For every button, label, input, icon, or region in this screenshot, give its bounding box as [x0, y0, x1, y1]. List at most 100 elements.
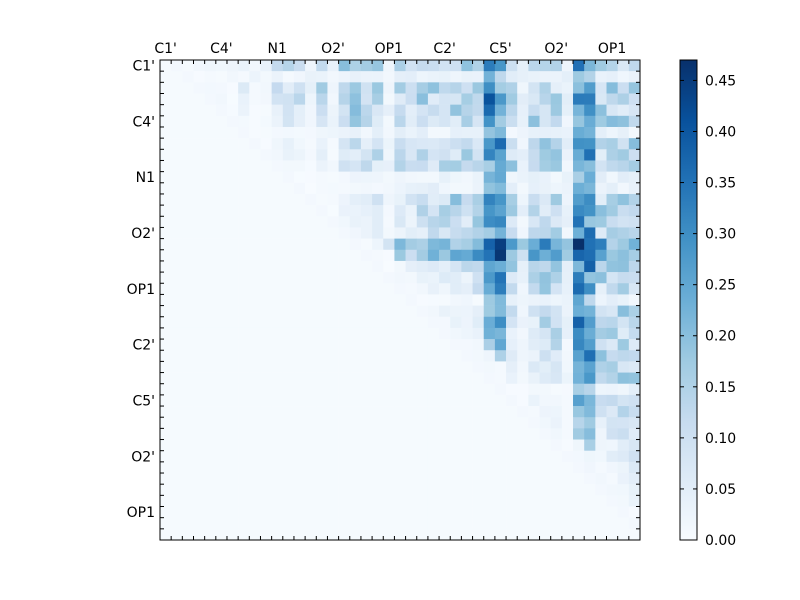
heatmap-cell — [327, 115, 339, 128]
heatmap-cell — [405, 160, 418, 172]
heatmap-cell — [238, 383, 250, 396]
heatmap-cell — [238, 82, 250, 94]
heatmap-cell — [494, 461, 507, 474]
heatmap-cell — [249, 182, 261, 195]
heatmap-cell — [539, 294, 551, 306]
heatmap-cell — [171, 305, 183, 318]
heatmap-cell — [427, 394, 440, 407]
heatmap-cell — [517, 182, 529, 195]
heatmap-cell — [226, 104, 239, 117]
heatmap-cell — [249, 238, 261, 251]
heatmap-cell — [617, 450, 630, 463]
heatmap-cell — [383, 495, 395, 507]
heatmap-cell — [517, 394, 529, 407]
heatmap-cell — [204, 138, 217, 150]
heatmap-cell — [483, 305, 496, 318]
heatmap-cell — [405, 361, 418, 373]
heatmap-cell — [360, 260, 373, 273]
heatmap-cell — [494, 283, 507, 295]
heatmap-cell — [595, 115, 607, 128]
heatmap-cell — [494, 182, 507, 195]
heatmap-cell — [293, 171, 306, 184]
heatmap-cell — [439, 528, 451, 541]
heatmap-cell — [160, 93, 172, 105]
heatmap-cell — [204, 473, 217, 485]
heatmap-cell — [383, 394, 395, 407]
heatmap-cell — [427, 372, 440, 385]
heatmap-cell — [506, 283, 518, 295]
heatmap-cell — [171, 461, 183, 474]
heatmap-cell — [160, 182, 172, 195]
heatmap-cell — [561, 394, 574, 407]
heatmap-cell — [416, 294, 429, 306]
heatmap-cell — [215, 350, 228, 362]
heatmap-cell — [628, 417, 641, 429]
heatmap-cell — [193, 193, 205, 206]
heatmap-cell — [439, 238, 451, 251]
heatmap-cell — [293, 350, 306, 362]
heatmap-cell — [383, 316, 395, 329]
heatmap-cell — [338, 160, 351, 172]
heatmap-cell — [182, 473, 194, 485]
heatmap-cell — [271, 216, 284, 228]
heatmap-cell — [573, 528, 585, 541]
heatmap-cell — [260, 104, 272, 117]
heatmap-cell — [461, 528, 473, 541]
heatmap-cell — [472, 193, 485, 206]
heatmap-cell — [416, 372, 429, 385]
heatmap-cell — [327, 428, 339, 440]
heatmap-cell — [528, 93, 540, 105]
heatmap-cell — [450, 283, 462, 295]
heatmap-cell — [416, 383, 429, 396]
heatmap-cell — [439, 372, 451, 385]
heatmap-cell — [282, 406, 295, 418]
heatmap-cell — [360, 60, 373, 72]
heatmap-cell — [416, 406, 429, 418]
heatmap-cell — [517, 473, 529, 485]
heatmap-cell — [483, 506, 496, 518]
heatmap-cell — [305, 394, 317, 407]
heatmap-cell — [483, 316, 496, 329]
heatmap-cell — [461, 316, 473, 329]
heatmap-cell — [405, 249, 418, 262]
heatmap-cell — [204, 383, 217, 396]
heatmap-cell — [215, 82, 228, 94]
heatmap-cell — [405, 428, 418, 440]
heatmap-cell — [517, 115, 529, 128]
heatmap-cell — [472, 283, 485, 295]
heatmap-cell — [394, 115, 406, 128]
heatmap-cell — [327, 450, 339, 463]
heatmap-cell — [461, 227, 473, 239]
heatmap-cell — [561, 417, 574, 429]
heatmap-cell — [238, 327, 250, 340]
heatmap-cell — [193, 517, 205, 530]
heatmap-cell — [316, 82, 328, 94]
heatmap-cell — [372, 383, 384, 396]
heatmap-cell — [573, 93, 585, 105]
heatmap-cell — [595, 305, 607, 318]
heatmap-cell — [573, 115, 585, 128]
heatmap-cell — [416, 115, 429, 128]
heatmap-cell — [405, 294, 418, 306]
heatmap-cell — [450, 439, 462, 451]
heatmap-cell — [160, 238, 172, 251]
heatmap-cell — [595, 473, 607, 485]
heatmap-cell — [550, 249, 563, 262]
heatmap-cell — [271, 71, 284, 83]
heatmap-cell — [271, 417, 284, 429]
heatmap-cell — [517, 495, 529, 507]
heatmap-cell — [472, 182, 485, 195]
heatmap-cell — [416, 71, 429, 83]
heatmap-cell — [349, 461, 362, 474]
heatmap-cell — [349, 249, 362, 262]
heatmap-cell — [628, 60, 641, 72]
heatmap-cell — [517, 93, 529, 105]
heatmap-cell — [539, 272, 551, 284]
heatmap-cell — [584, 484, 596, 496]
heatmap-cell — [360, 294, 373, 306]
heatmap-cell — [260, 517, 272, 530]
heatmap-cell — [204, 227, 217, 239]
heatmap-cell — [260, 394, 272, 407]
heatmap-cell — [316, 93, 328, 105]
heatmap-cell — [617, 495, 630, 507]
